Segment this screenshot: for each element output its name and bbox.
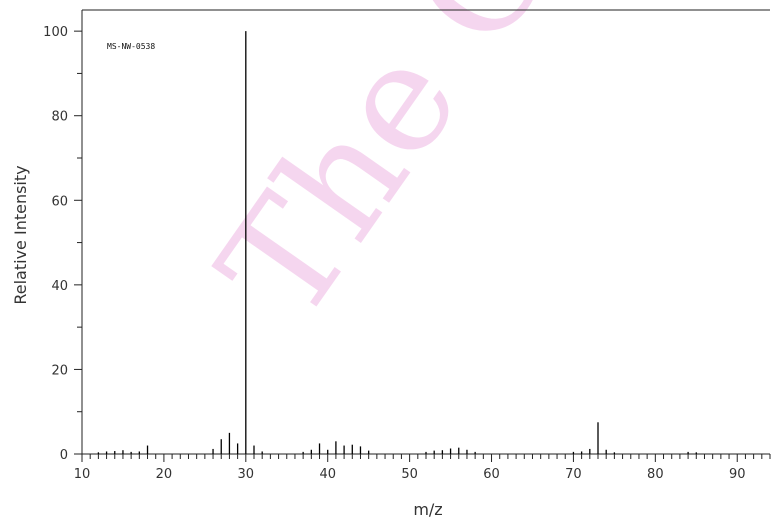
x-axis: 10 20 30 40 50 60 70 80 90 bbox=[74, 454, 771, 482]
x-axis-title: m/z bbox=[413, 500, 442, 519]
x-tick-label: 20 bbox=[156, 467, 173, 482]
x-tick-label: 90 bbox=[729, 467, 746, 482]
y-axis-title: Relative Intensity bbox=[11, 165, 30, 304]
y-tick-label: 60 bbox=[51, 194, 68, 209]
x-tick-label: 80 bbox=[647, 467, 664, 482]
x-tick-label: 30 bbox=[238, 467, 255, 482]
y-tick-label: 20 bbox=[51, 363, 68, 378]
spectrum-code-label: MS-NW-0538 bbox=[107, 42, 155, 51]
x-tick-label: 50 bbox=[401, 467, 418, 482]
peaks-group bbox=[97, 31, 697, 454]
y-tick-label: 100 bbox=[43, 25, 68, 40]
y-tick-label: 80 bbox=[51, 110, 68, 125]
x-tick-label: 60 bbox=[483, 467, 500, 482]
x-tick-label: 70 bbox=[565, 467, 582, 482]
watermark-text: The Ch bbox=[187, 0, 642, 351]
x-tick-label: 10 bbox=[74, 467, 91, 482]
y-tick-label: 0 bbox=[60, 448, 68, 463]
x-tick-label: 40 bbox=[319, 467, 336, 482]
y-tick-label: 40 bbox=[51, 279, 68, 294]
y-axis: 0 20 40 60 80 100 bbox=[43, 25, 82, 463]
